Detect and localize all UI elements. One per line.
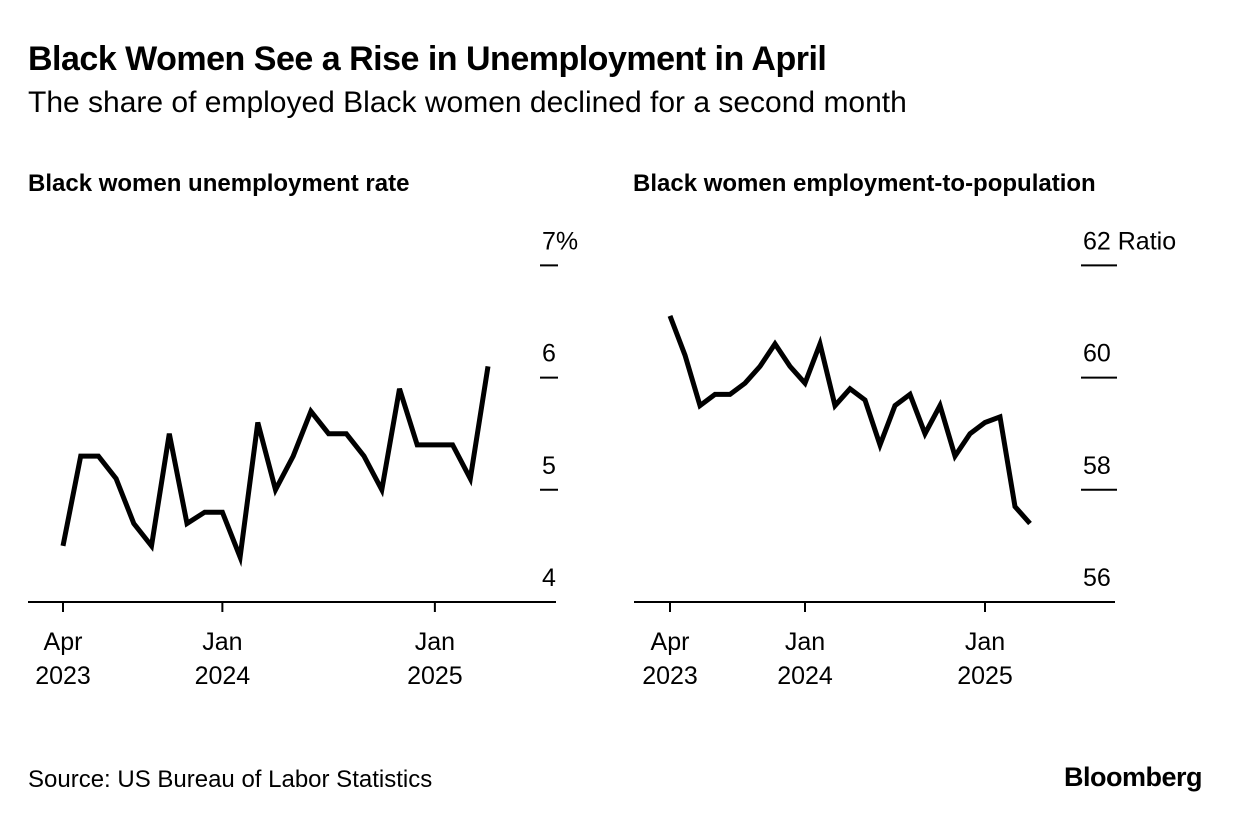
unemployment-chart: 4 5 6 7% Apr 2023 Jan 2024 Jan 2025 [28,227,578,690]
unemployment-x-tick-label: Apr [44,628,83,656]
left-chart-title: Black women unemployment rate [28,170,410,197]
employment-x-tick-label: Jan [785,628,825,656]
unemployment-series-line [60,366,491,568]
employment-x-tick-label: 2024 [777,662,833,690]
employment-x-tick-label: 2025 [957,662,1013,690]
unemployment-x-tick-label: 2023 [35,662,91,690]
page-subtitle: The share of employed Black women declin… [28,86,907,119]
right-chart-title: Black women employment-to-population [633,170,1096,197]
unemployment-y-tick-label: 7% [542,227,578,255]
employment-y-tick-label: 56 [1083,564,1111,592]
employment-y-tick-label: 60 [1083,340,1111,368]
unemployment-x-tick-label: 2024 [195,662,251,690]
unemployment-x-tick-label: 2025 [407,662,463,690]
employment-y-tick-label: 62 Ratio [1083,227,1176,255]
unemployment-y-tick-label: 6 [542,340,556,368]
source-note: Source: US Bureau of Labor Statistics [28,766,433,793]
unemployment-y-tick-label: 4 [542,564,556,592]
unemployment-x-tick-label: Jan [415,628,455,656]
bloomberg-logo: Bloomberg [1063,762,1203,792]
unemployment-y-tick-label: 5 [542,452,556,480]
unemployment-x-tick-label: Jan [202,628,242,656]
employment-x-tick-label: Apr [651,628,690,656]
page-title: Black Women See a Rise in Unemployment i… [28,40,827,78]
employment-series-line [667,315,1032,526]
employment-x-tick-label: 2023 [642,662,698,690]
employment-x-tick-label: Jan [965,628,1005,656]
employment-chart: 56 58 60 62 Ratio Apr 2023 Jan 2024 Jan 2025 [634,227,1176,690]
employment-y-tick-label: 58 [1083,452,1111,480]
